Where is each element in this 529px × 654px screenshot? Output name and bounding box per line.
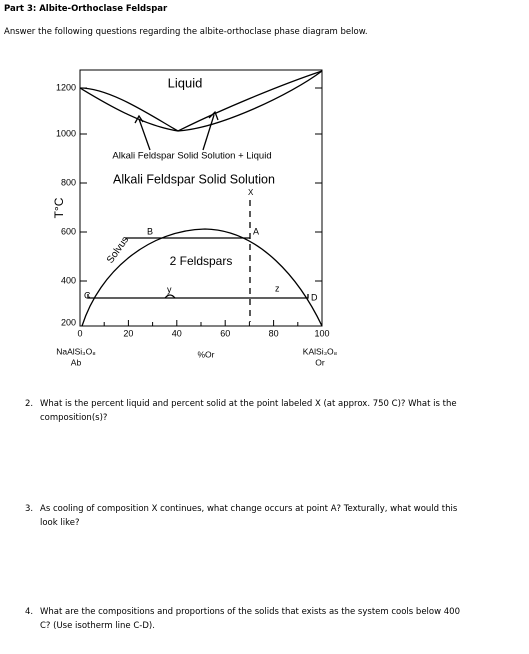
y-mark (164, 294, 176, 299)
y-tick-label: 200 (61, 317, 76, 327)
curves (79, 70, 323, 327)
arrow (202, 114, 215, 151)
title: Part 3: Albite-Orthoclase Feldspar (4, 4, 168, 14)
point-label: z (275, 283, 280, 293)
arrowhead (208, 110, 219, 121)
phase-diagram: Liquid Alkali Feldspar Solid Solution + … (52, 69, 338, 367)
y-tick-label: 800 (61, 177, 76, 187)
y-axis-label: T°C (52, 197, 66, 218)
solidus-right (177, 70, 323, 132)
y-tick-label: 1000 (56, 128, 76, 138)
question-text: What is the percent liquid and percent s… (40, 399, 457, 423)
point-label: D (311, 292, 318, 302)
solidus-left (79, 87, 179, 132)
region-label: Alkali Feldspar Solid Solution (113, 172, 275, 186)
point-label: y (167, 284, 172, 294)
x-tick-label: 60 (220, 328, 230, 338)
instructions: Answer the following questions regarding… (4, 27, 368, 37)
point-label: C (84, 290, 91, 300)
point-label: A (253, 226, 259, 236)
liquidus-right (177, 70, 323, 132)
x-tick-label: 0 (77, 328, 82, 338)
end-member-abbr: Ab (71, 357, 82, 367)
x-tick-label: 100 (314, 328, 329, 338)
point-label: B (147, 226, 153, 236)
x-axis-label: %Or (198, 349, 215, 359)
end-member-formula: NaAlSi₃O₈ (56, 346, 96, 356)
arrowhead (134, 114, 144, 124)
question-text: What are the compositions and proportion… (40, 607, 460, 631)
end-member-abbr: Or (315, 357, 325, 367)
region-label: 2 Feldspars (170, 254, 233, 268)
y-tick-label: 400 (61, 275, 76, 285)
region-label: Liquid (168, 75, 203, 90)
y-tick-label: 1200 (56, 82, 76, 92)
point-label: X (248, 188, 254, 197)
y-tick-label: 600 (61, 226, 76, 236)
solvus (81, 228, 323, 327)
x-tick-label: 40 (172, 328, 182, 338)
question-number: 3. (25, 504, 34, 514)
question-text: As cooling of composition X continues, w… (40, 504, 458, 528)
x-tick-label: 20 (123, 328, 133, 338)
liquidus-left (79, 87, 179, 132)
question-number: 2. (25, 399, 34, 409)
solvus-label: Solvus (105, 235, 131, 266)
x-tick-label: 80 (269, 328, 279, 338)
region-label: Alkali Feldspar Solid Solution + Liquid (112, 151, 271, 162)
end-member-formula: KAlSi₃O₈ (303, 346, 338, 356)
isotherm-cd (87, 294, 309, 299)
question-number: 4. (25, 607, 34, 617)
arrow (138, 118, 151, 151)
